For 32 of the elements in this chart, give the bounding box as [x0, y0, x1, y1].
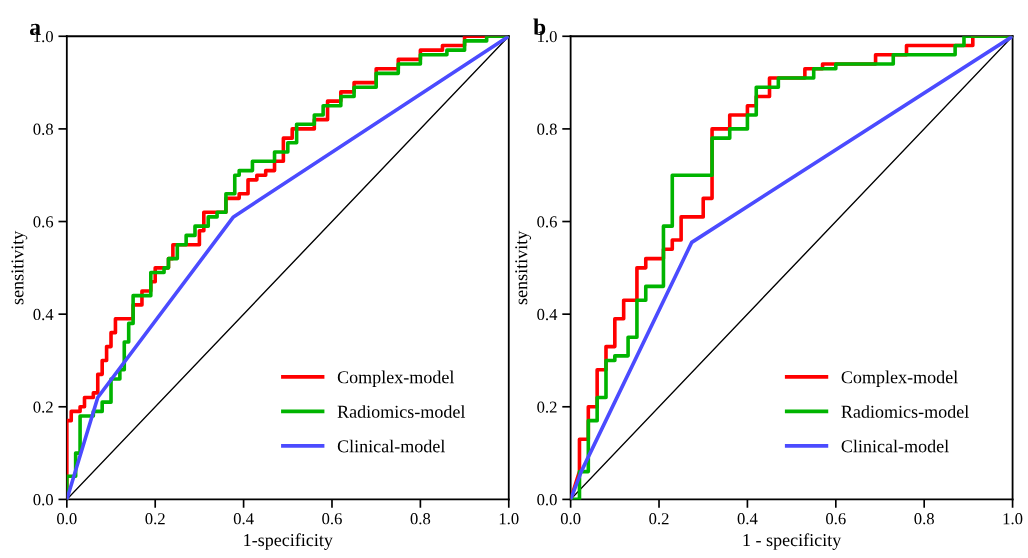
- x-tick-label: 0.6: [322, 513, 342, 525]
- x-tick-label: 1.0: [499, 513, 519, 525]
- y-tick-label: 0.0: [537, 494, 557, 506]
- x-tick-label: 1.0: [1003, 513, 1023, 525]
- legend-label: Radiomics-model: [841, 405, 969, 418]
- x-tick-label: 0.4: [737, 513, 758, 525]
- legend-label: Clinical-model: [841, 439, 949, 453]
- x-tick-label: 0.2: [649, 513, 669, 525]
- y-axis-title: sensitivity: [11, 230, 28, 305]
- legend-label: Clinical-model: [337, 439, 445, 453]
- y-tick-label: 0.8: [33, 123, 53, 135]
- x-tick-label: 0.8: [410, 513, 431, 525]
- y-tick-label: 0.2: [537, 401, 557, 413]
- y-tick-label: 0.2: [33, 401, 53, 413]
- x-tick-label: 0.8: [914, 513, 934, 525]
- y-tick-label: 0.4: [33, 308, 54, 321]
- x-tick-label: 0.4: [233, 513, 254, 525]
- x-tick-label: 0.0: [560, 513, 581, 525]
- y-tick-label: 0.4: [537, 308, 558, 321]
- y-axis-title: sensitivity: [515, 230, 532, 305]
- legend-label: Complex-model: [337, 370, 455, 387]
- legend-label: Radiomics-model: [337, 405, 466, 418]
- x-axis-title: 1 - specificity: [743, 533, 842, 550]
- y-tick-label: 0.6: [537, 216, 557, 228]
- legend-label: Complex-model: [841, 370, 958, 387]
- y-tick-label: 0.6: [33, 216, 54, 228]
- x-tick-label: 0.6: [826, 513, 846, 525]
- y-tick-label: 0.0: [33, 494, 53, 506]
- x-tick-label: 0.2: [145, 513, 165, 525]
- x-axis-title: 1-specificity: [244, 533, 333, 550]
- y-tick-label: 0.8: [537, 123, 557, 135]
- x-tick-label: 0.0: [57, 513, 77, 525]
